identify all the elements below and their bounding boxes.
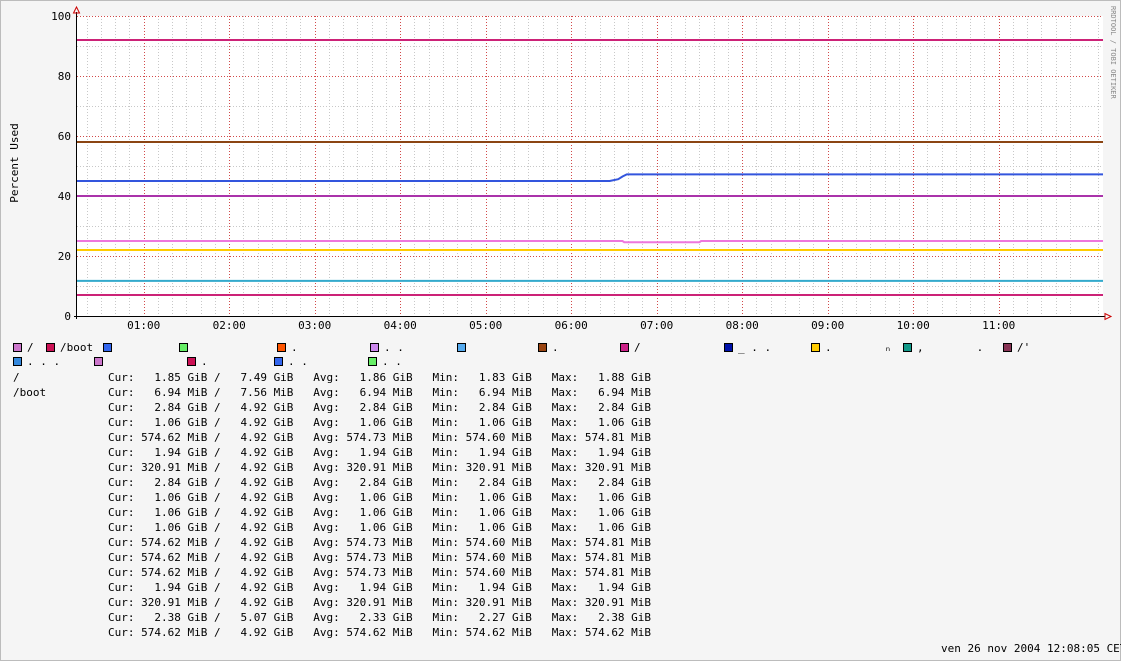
row-values: Cur: 1.94 GiB / 4.92 GiB Avg: 1.94 GiB M…	[108, 581, 652, 594]
x-tick-label: 11:00	[982, 319, 1015, 332]
row-values: Cur: 574.62 MiB / 4.92 GiB Avg: 574.62 M…	[108, 626, 652, 639]
legend-swatch	[187, 357, 196, 366]
row-values: Cur: 574.62 MiB / 4.92 GiB Avg: 574.73 M…	[108, 536, 652, 549]
row-values: Cur: 2.84 GiB / 4.92 GiB Avg: 2.84 GiB M…	[108, 476, 652, 489]
legend-swatch	[724, 343, 733, 352]
legend-swatch	[103, 343, 112, 352]
legend-label: . .	[384, 341, 404, 354]
row-values: Cur: 1.94 GiB / 4.92 GiB Avg: 1.94 GiB M…	[108, 446, 652, 459]
row-values: Cur: 2.84 GiB / 4.92 GiB Avg: 2.84 GiB M…	[108, 401, 652, 414]
row-name: /	[13, 371, 20, 384]
legend-swatch	[370, 343, 379, 352]
y-tick-label: 60	[58, 130, 71, 143]
legend-swatch	[13, 343, 22, 352]
legend-label: . ₙ	[825, 341, 892, 354]
legend-label: /boot	[60, 341, 94, 354]
legend-swatch	[1003, 343, 1012, 352]
row-values: Cur: 1.06 GiB / 4.92 GiB Avg: 1.06 GiB M…	[108, 416, 652, 429]
row-values: Cur: 574.62 MiB / 4.92 GiB Avg: 574.73 M…	[108, 431, 652, 444]
legend-swatch	[94, 357, 103, 366]
disk-usage-chart: 0 20 40 60 80 100 01:00 02:00 03:00 04:00 05:00 06:…	[8, 5, 1117, 332]
x-tick-label: 10:00	[897, 319, 930, 332]
row-values: Cur: 1.85 GiB / 7.49 GiB Avg: 1.86 GiB M…	[108, 371, 652, 384]
series-line	[77, 240, 1103, 244]
legend-label: .	[291, 341, 298, 354]
x-tick-label: 03:00	[298, 319, 331, 332]
legend-swatch	[179, 343, 188, 352]
y-axis-arrow	[72, 5, 81, 14]
legend-swatch	[13, 357, 22, 366]
legend-label: /'	[1017, 341, 1031, 354]
x-tick-label: 01:00	[127, 319, 160, 332]
y-axis-label: Percent Used	[8, 123, 21, 202]
y-tick-label: 100	[51, 10, 71, 23]
legend-swatch	[277, 343, 286, 352]
legend-swatch	[811, 343, 820, 352]
y-tick-label: 80	[58, 70, 71, 83]
row-values: Cur: 1.06 GiB / 4.92 GiB Avg: 1.06 GiB M…	[108, 506, 652, 519]
y-tick-label: 20	[58, 250, 71, 263]
row-values: Cur: 1.06 GiB / 4.92 GiB Avg: 1.06 GiB M…	[108, 491, 652, 504]
legend-swatch	[46, 343, 55, 352]
x-axis-arrow	[1104, 312, 1113, 321]
legend-label: . . .	[27, 355, 61, 368]
x-tick-label: 07:00	[640, 319, 673, 332]
x-tick-label: 08:00	[726, 319, 759, 332]
legend-label: , .	[917, 341, 984, 354]
x-tick-label: 09:00	[811, 319, 844, 332]
row-values: Cur: 574.62 MiB / 4.92 GiB Avg: 574.73 M…	[108, 566, 652, 579]
row-values: Cur: 574.62 MiB / 4.92 GiB Avg: 574.73 M…	[108, 551, 652, 564]
legend-label: . .	[382, 355, 402, 368]
y-tick-label: 40	[58, 190, 71, 203]
x-tick-label: 04:00	[384, 319, 417, 332]
x-tick-label: 05:00	[469, 319, 502, 332]
row-values: Cur: 2.38 GiB / 5.07 GiB Avg: 2.33 GiB M…	[108, 611, 652, 624]
legend-label: /	[634, 341, 641, 354]
timestamp: ven 26 nov 2004 12:08:05 CET	[941, 642, 1121, 655]
row-values: Cur: 320.91 MiB / 4.92 GiB Avg: 320.91 M…	[108, 461, 652, 474]
legend-label: . .	[288, 355, 308, 368]
row-values: Cur: 320.91 MiB / 4.92 GiB Avg: 320.91 M…	[108, 596, 652, 609]
x-tick-label: 02:00	[213, 319, 246, 332]
legend-label: /	[27, 341, 34, 354]
legend-label: .	[552, 341, 559, 354]
y-tick-label: 0	[64, 310, 71, 323]
legend-swatch	[538, 343, 547, 352]
side-label: RRDTOOL / TOBI OETIKER	[1109, 6, 1117, 100]
row-values: Cur: 1.06 GiB / 4.92 GiB Avg: 1.06 GiB M…	[108, 521, 652, 534]
legend-swatch	[903, 343, 912, 352]
series-line	[77, 173, 1103, 182]
legend-label: .	[201, 355, 208, 368]
legend-swatch	[620, 343, 629, 352]
legend-swatch	[368, 357, 377, 366]
legend-label: _ . .	[738, 341, 772, 354]
x-tick-label: 06:00	[555, 319, 588, 332]
legend-swatch	[457, 343, 466, 352]
row-values: Cur: 6.94 MiB / 7.56 MiB Avg: 6.94 MiB M…	[108, 386, 652, 399]
row-name: /boot	[13, 386, 47, 399]
legend-swatch	[274, 357, 283, 366]
